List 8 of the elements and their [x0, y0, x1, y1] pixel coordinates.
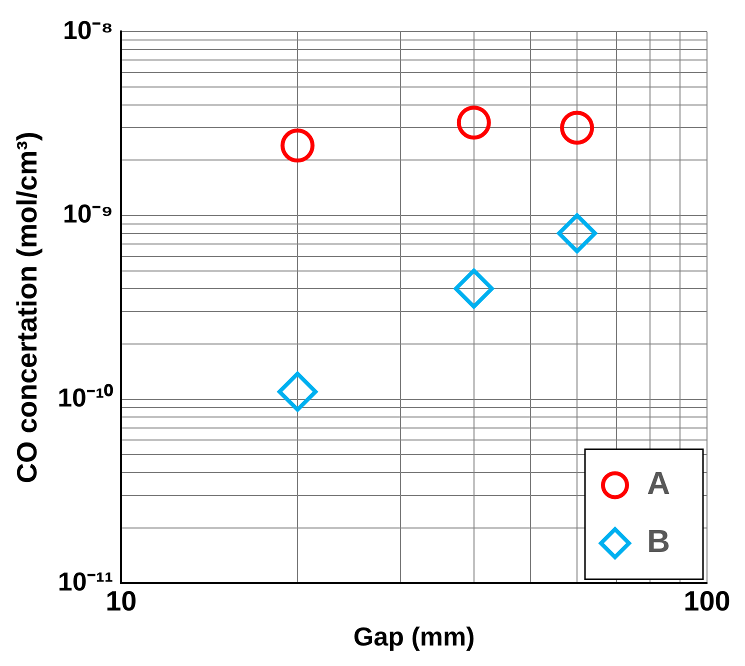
y-tick-label: 10⁻⁸ [62, 14, 114, 45]
legend-label: B [647, 523, 670, 560]
y-tick-label: 10⁻¹⁰ [58, 382, 114, 413]
x-axis-title: Gap (mm) [353, 622, 475, 652]
legend-label: A [647, 465, 670, 502]
y-tick-label: 10⁻⁹ [62, 198, 114, 229]
x-tick-label: 100 [684, 586, 730, 617]
y-axis-title: CO concertation (mol/cm³) [12, 132, 43, 484]
